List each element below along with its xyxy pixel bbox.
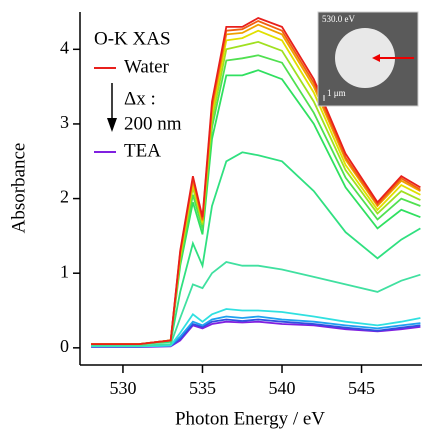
- series-line: [91, 261, 421, 347]
- annotation: O-K XAS: [94, 28, 171, 49]
- series-line: [91, 318, 421, 348]
- series-line: [91, 151, 421, 345]
- y-tick-label: 4: [60, 37, 69, 57]
- series-line: [91, 69, 421, 345]
- x-tick-label: 530: [109, 378, 136, 398]
- inset-label: 530.0 eV: [322, 14, 355, 24]
- y-tick-label: 3: [60, 112, 69, 132]
- legend-label: Water: [124, 56, 170, 77]
- y-tick-label: 2: [60, 187, 69, 207]
- series-line: [91, 315, 421, 348]
- series-line: [91, 17, 421, 345]
- inset-arrowhead: [372, 54, 380, 62]
- arrowhead: [107, 118, 117, 132]
- x-tick-label: 545: [348, 378, 375, 398]
- annotation: 200 nm: [124, 113, 182, 134]
- y-axis-label: Absorbance: [8, 143, 29, 234]
- y-tick-label: 0: [60, 336, 69, 356]
- series-line: [91, 308, 421, 348]
- annotation: Δx :: [124, 88, 156, 109]
- x-tick-label: 535: [189, 378, 216, 398]
- x-axis-label: Photon Energy / eV: [175, 408, 325, 429]
- x-tick-label: 540: [269, 378, 296, 398]
- inset-scale-label: 1 μm: [327, 88, 346, 98]
- inset: 530.0 eV 1 μm: [317, 11, 419, 107]
- y-tick-label: 1: [60, 261, 69, 281]
- particle: [335, 28, 395, 88]
- legend-label: TEA: [124, 140, 161, 161]
